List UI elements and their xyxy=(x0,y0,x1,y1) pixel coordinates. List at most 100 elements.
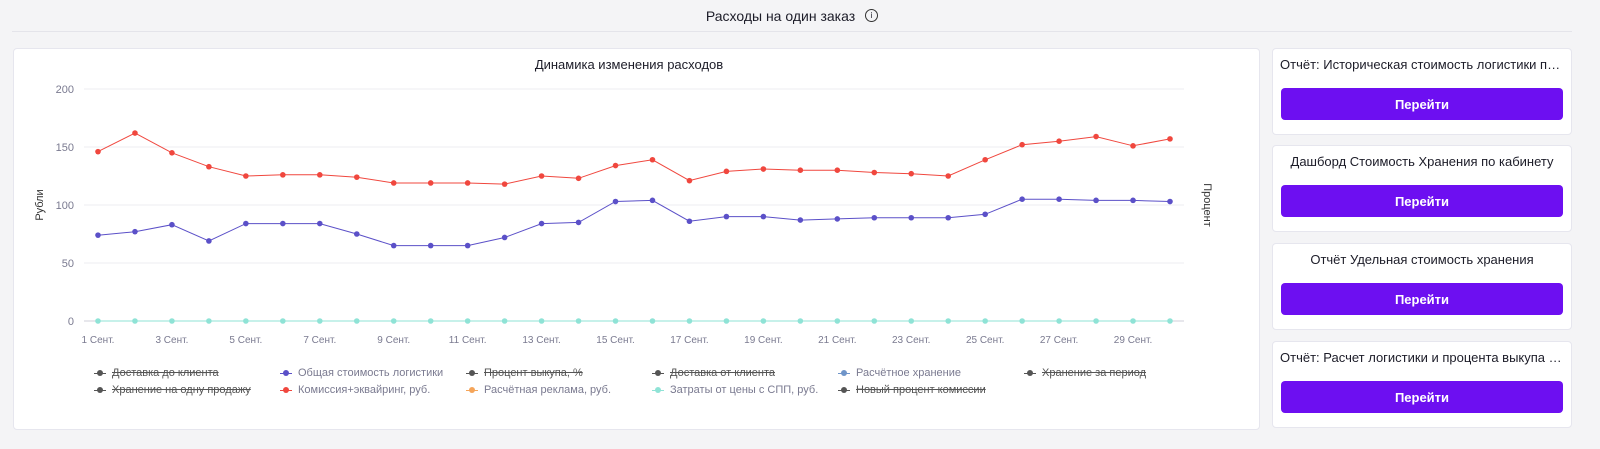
data-point[interactable] xyxy=(1019,318,1025,324)
data-point[interactable] xyxy=(1130,143,1136,149)
data-point[interactable] xyxy=(427,318,434,324)
data-point[interactable] xyxy=(760,318,767,324)
data-point[interactable] xyxy=(206,163,212,170)
data-point[interactable] xyxy=(575,175,582,182)
data-point[interactable] xyxy=(390,318,397,324)
data-point[interactable] xyxy=(280,220,286,227)
data-point[interactable] xyxy=(316,172,323,178)
go-button[interactable]: Перейти xyxy=(1281,381,1563,413)
data-point[interactable] xyxy=(834,167,841,173)
data-point[interactable] xyxy=(1130,318,1136,324)
data-point[interactable] xyxy=(649,318,656,324)
legend-item[interactable]: Доставка от клиента xyxy=(652,367,838,379)
legend-item[interactable]: Затраты от цены с СПП, руб. xyxy=(652,384,838,396)
data-point[interactable] xyxy=(871,214,878,221)
data-point[interactable] xyxy=(538,318,545,324)
data-point[interactable] xyxy=(353,231,360,237)
data-point[interactable] xyxy=(1093,197,1099,204)
data-point[interactable] xyxy=(243,220,249,227)
legend-item[interactable]: Комиссия+эквайринг, руб. xyxy=(280,384,466,396)
data-point[interactable] xyxy=(1093,318,1099,324)
data-point[interactable] xyxy=(1056,138,1062,144)
data-point[interactable] xyxy=(797,217,804,223)
data-point[interactable] xyxy=(95,232,101,238)
data-point[interactable] xyxy=(95,148,101,155)
data-point[interactable] xyxy=(1167,198,1173,205)
data-point[interactable] xyxy=(834,216,841,222)
legend-item[interactable]: Хранение за период xyxy=(1024,367,1210,379)
data-point[interactable] xyxy=(1056,318,1062,324)
data-point[interactable] xyxy=(464,318,471,324)
data-point[interactable] xyxy=(169,318,175,324)
legend-item[interactable]: Расчётное хранение xyxy=(838,367,1024,379)
data-point[interactable] xyxy=(908,170,915,177)
data-point[interactable] xyxy=(908,214,915,221)
go-button[interactable]: Перейти xyxy=(1281,185,1563,217)
legend-item[interactable]: Процент выкупа, % xyxy=(466,367,652,379)
data-point[interactable] xyxy=(797,167,804,173)
go-button[interactable]: Перейти xyxy=(1281,88,1563,120)
data-point[interactable] xyxy=(353,318,360,324)
data-point[interactable] xyxy=(575,219,582,226)
data-point[interactable] xyxy=(686,177,693,184)
data-point[interactable] xyxy=(723,168,730,175)
data-point[interactable] xyxy=(501,318,508,324)
data-point[interactable] xyxy=(206,238,212,244)
data-point[interactable] xyxy=(686,318,693,324)
data-point[interactable] xyxy=(612,198,619,205)
data-point[interactable] xyxy=(945,214,952,221)
data-point[interactable] xyxy=(1130,197,1136,204)
data-point[interactable] xyxy=(353,174,360,180)
data-point[interactable] xyxy=(538,220,545,227)
data-point[interactable] xyxy=(316,220,323,227)
data-point[interactable] xyxy=(427,180,434,186)
data-point[interactable] xyxy=(169,150,175,156)
data-point[interactable] xyxy=(834,318,841,324)
data-point[interactable] xyxy=(1093,133,1099,140)
data-point[interactable] xyxy=(871,169,878,176)
legend-item[interactable]: Доставка до клиента xyxy=(94,367,280,379)
data-point[interactable] xyxy=(1167,136,1173,142)
legend-item[interactable]: Новый процент комиссии xyxy=(838,384,1024,396)
data-point[interactable] xyxy=(280,172,286,178)
data-point[interactable] xyxy=(686,218,693,225)
data-point[interactable] xyxy=(1167,318,1173,324)
legend-item[interactable]: Расчётная реклама, руб. xyxy=(466,384,652,396)
info-icon[interactable]: i xyxy=(865,9,879,22)
data-point[interactable] xyxy=(538,173,545,179)
data-point[interactable] xyxy=(982,211,988,218)
data-point[interactable] xyxy=(1019,141,1025,148)
data-point[interactable] xyxy=(760,213,767,220)
data-point[interactable] xyxy=(390,242,397,249)
data-point[interactable] xyxy=(797,318,804,324)
data-point[interactable] xyxy=(390,180,397,186)
data-point[interactable] xyxy=(1056,196,1062,202)
data-point[interactable] xyxy=(206,318,212,324)
data-point[interactable] xyxy=(132,228,138,235)
data-point[interactable] xyxy=(908,318,915,324)
data-point[interactable] xyxy=(760,166,767,172)
data-point[interactable] xyxy=(945,173,952,179)
data-point[interactable] xyxy=(1019,196,1025,202)
data-point[interactable] xyxy=(982,318,988,324)
data-point[interactable] xyxy=(169,221,175,228)
data-point[interactable] xyxy=(649,197,656,204)
legend-item[interactable]: Общая стоимость логистики xyxy=(280,367,466,379)
go-button[interactable]: Перейти xyxy=(1281,283,1563,315)
data-point[interactable] xyxy=(575,318,582,324)
data-point[interactable] xyxy=(464,242,471,249)
data-point[interactable] xyxy=(132,318,138,324)
data-point[interactable] xyxy=(427,242,434,249)
data-point[interactable] xyxy=(723,318,730,324)
data-point[interactable] xyxy=(649,156,656,163)
data-point[interactable] xyxy=(95,318,101,324)
legend-item[interactable]: Хранение на одну продажу xyxy=(94,384,280,396)
data-point[interactable] xyxy=(501,234,508,241)
data-point[interactable] xyxy=(723,213,730,220)
data-point[interactable] xyxy=(612,162,619,169)
data-point[interactable] xyxy=(243,173,249,179)
data-point[interactable] xyxy=(501,181,508,187)
data-point[interactable] xyxy=(945,318,952,324)
data-point[interactable] xyxy=(464,180,471,186)
data-point[interactable] xyxy=(982,156,988,163)
